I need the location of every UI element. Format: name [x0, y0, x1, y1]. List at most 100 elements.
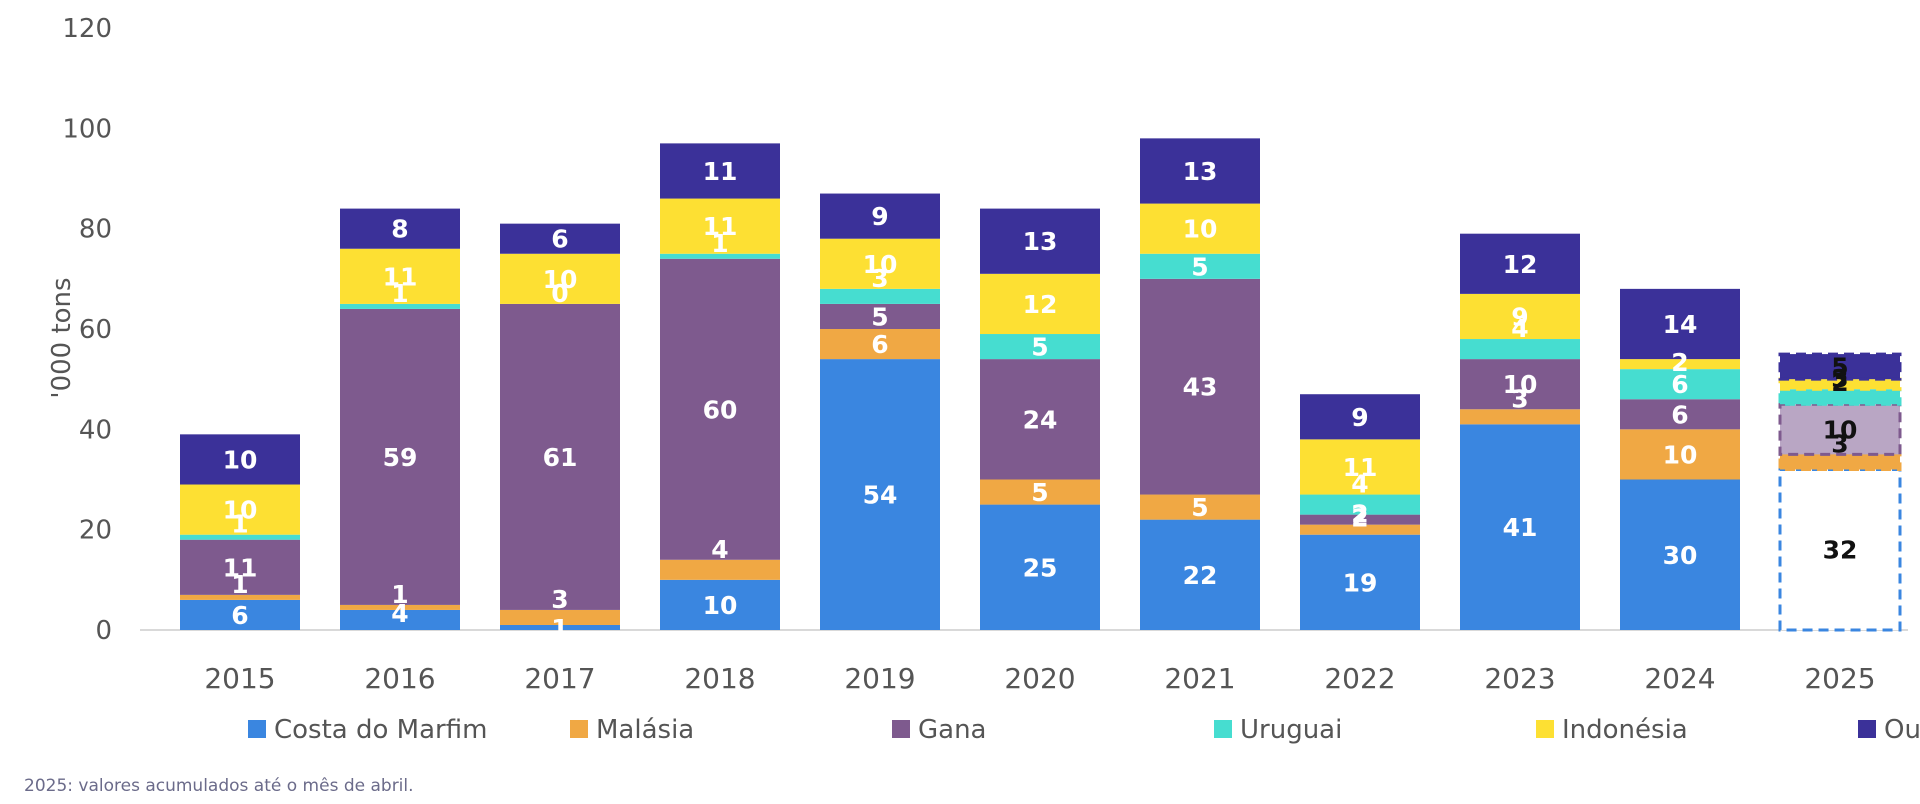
data-label: 25: [1023, 553, 1058, 582]
data-label: 5: [1031, 333, 1048, 362]
data-label: 3: [1511, 384, 1528, 413]
legend-swatch: [248, 720, 266, 738]
y-tick-label: 20: [79, 516, 112, 546]
data-label: 1: [391, 279, 408, 308]
data-label: 11: [383, 262, 418, 291]
bar-segment: [980, 504, 1100, 630]
bar-segment: [1140, 203, 1260, 254]
bar-segment: [340, 303, 460, 309]
bar-segment: [980, 334, 1100, 360]
data-label: 1: [551, 614, 568, 643]
footnote: 2025: valores acumulados até o mês de ab…: [24, 776, 414, 796]
data-label: 41: [1503, 513, 1538, 542]
bar-segment: [340, 248, 460, 304]
data-label: 11: [1343, 453, 1378, 482]
bar-segment: [500, 624, 620, 630]
data-label: 6: [231, 601, 248, 630]
data-label: 4: [1351, 470, 1368, 499]
legend-label: Indonésia: [1562, 715, 1688, 745]
data-label: 9: [871, 202, 888, 231]
data-label: 4: [391, 599, 408, 628]
data-label: 5: [1831, 353, 1848, 382]
bar-segment: [980, 273, 1100, 335]
legend-swatch: [892, 720, 910, 738]
bar-segment: [820, 193, 940, 239]
data-label: 9: [1351, 403, 1368, 432]
legend-swatch: [570, 720, 588, 738]
y-tick-label: 40: [79, 415, 112, 445]
data-label: 32: [1823, 536, 1858, 565]
data-label: 9: [1511, 302, 1528, 331]
bar-segment: [1300, 524, 1420, 535]
bar-segment: [180, 434, 300, 485]
data-label: 3: [551, 585, 568, 614]
data-label: 24: [1023, 405, 1058, 434]
data-label: 6: [871, 330, 888, 359]
bar-segment: [340, 208, 460, 249]
bar-segment: [1460, 293, 1580, 340]
bar-segment: [820, 359, 940, 630]
bars-group: [180, 138, 1902, 632]
bar-segment: [180, 599, 300, 630]
bar-segment: [1140, 253, 1260, 279]
data-label: 1: [231, 510, 248, 539]
x-tick-label: 2016: [364, 662, 435, 695]
data-label: 6: [551, 225, 568, 254]
x-axis-ticks: 2015 2016 2017 2018 2019 2020 2021 2022 2023 2024…: [204, 662, 1875, 695]
bar-segment: [660, 143, 780, 199]
x-tick-label: 2015: [204, 662, 275, 695]
data-label: 22: [1183, 561, 1218, 590]
data-label: 2: [1351, 500, 1368, 529]
bar-segment: [500, 223, 620, 254]
x-tick-label: 2018: [684, 662, 755, 695]
bar-segment: [660, 198, 780, 254]
bar-segment: [1460, 409, 1580, 425]
bar-segment: [1620, 399, 1740, 430]
data-label: 30: [1663, 541, 1698, 570]
bar-segment: [500, 303, 620, 610]
data-label: 1: [391, 580, 408, 609]
bar-segment: [180, 534, 300, 540]
data-label: 10: [223, 496, 258, 525]
data-label: 4: [711, 535, 728, 564]
bar-segment: [660, 579, 780, 630]
bar-segment: [1778, 452, 1902, 471]
data-label: 10: [1503, 370, 1538, 399]
data-label: 10: [703, 591, 738, 620]
x-tick-label: 2020: [1004, 662, 1075, 695]
data-label: 61: [543, 443, 578, 472]
legend-swatch: [1858, 720, 1876, 738]
data-label: 11: [703, 212, 738, 241]
data-labels-group: 6111110104159111813610106104601111154653…: [223, 157, 1858, 643]
y-axis-ticks: 0 20 40 60 80 100 120: [62, 14, 112, 646]
data-label: 2: [1671, 348, 1688, 377]
y-axis-label: '000 tons: [47, 277, 77, 398]
bar-segment: [1460, 359, 1580, 410]
data-label: 2: [1831, 368, 1848, 397]
data-label: 12: [1023, 290, 1058, 319]
data-label: 14: [1663, 310, 1698, 339]
data-label: 3: [871, 264, 888, 293]
legend-label: Malásia: [596, 715, 694, 745]
bar-segment: [1140, 494, 1260, 520]
data-label: 10: [1823, 415, 1858, 444]
bar-segment: [820, 288, 940, 304]
legend-swatch: [1214, 720, 1232, 738]
legend-swatch: [1536, 720, 1554, 738]
bar-segment: [980, 208, 1100, 274]
bar-segment: [1300, 534, 1420, 630]
legend-label: Outros: [1884, 715, 1920, 745]
x-tick-label: 2017: [524, 662, 595, 695]
data-label: 10: [1183, 215, 1218, 244]
data-label: 3: [1831, 429, 1848, 458]
y-tick-label: 80: [79, 215, 112, 245]
x-tick-label: 2019: [844, 662, 915, 695]
bar-segment: [1778, 377, 1902, 391]
bar-segment: [340, 308, 460, 605]
data-label: 13: [1183, 157, 1218, 186]
data-label: 11: [703, 157, 738, 186]
data-label: 10: [863, 250, 898, 279]
data-label: 5: [1191, 252, 1208, 281]
y-tick-label: 100: [62, 114, 112, 144]
